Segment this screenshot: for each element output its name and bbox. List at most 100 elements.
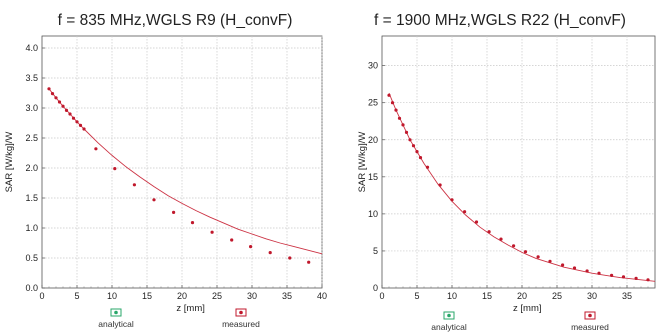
measured-point — [463, 210, 467, 214]
y-tick-label: 0.5 — [25, 253, 38, 263]
measured-point — [132, 183, 136, 187]
x-axis-label: z [mm] — [176, 303, 205, 314]
measured-point — [634, 276, 638, 280]
y-tick-label: 20 — [368, 135, 378, 145]
x-tick-label: 20 — [177, 291, 187, 301]
measured-point — [415, 150, 419, 154]
measured-point — [75, 120, 79, 124]
legend-label-measured: measured — [222, 319, 260, 329]
legend-item-measured: measured — [571, 311, 609, 332]
legend: analytical measured — [98, 308, 260, 329]
measured-point — [408, 138, 412, 142]
tick-labels: 0 5 10 15 20 25 30 35 40 0.0 0.5 1.0 1.5 2.0 2.5 3.0 3.5… — [25, 43, 327, 301]
analytical-marker — [114, 310, 118, 315]
measured-point — [523, 250, 528, 254]
x-tick-label: 10 — [107, 291, 117, 301]
analytical-curve — [48, 88, 323, 255]
measured-point — [54, 96, 58, 100]
measured-point — [499, 237, 503, 241]
measured-point — [561, 263, 565, 267]
y-tick-label: 3.0 — [25, 103, 38, 113]
analytical-marker — [447, 313, 451, 318]
measured-point — [438, 183, 442, 187]
measured-point — [78, 123, 83, 127]
y-tick-label: 2.5 — [25, 133, 38, 143]
measured-point — [387, 93, 391, 97]
y-tick-label: 15 — [368, 172, 378, 182]
measured-point — [585, 269, 589, 273]
x-tick-label: 15 — [142, 291, 152, 301]
x-tick-label: 5 — [414, 291, 419, 301]
measured-point — [152, 198, 156, 202]
x-tick-label: 0 — [39, 291, 44, 301]
y-tick-label: 0.0 — [25, 283, 38, 293]
x-tick-label: 25 — [552, 291, 562, 301]
legend-item-measured: measured — [222, 308, 260, 329]
measured-point — [548, 259, 552, 263]
measured-point — [94, 147, 98, 151]
x-tick-label: 30 — [587, 291, 597, 301]
measured-point — [646, 278, 650, 282]
x-tick-label: 10 — [447, 291, 457, 301]
y-tick-label: 25 — [368, 98, 378, 108]
x-axis-label: z [mm] — [513, 303, 542, 314]
measured-point — [190, 221, 195, 225]
measured-point — [82, 127, 86, 131]
grid — [382, 36, 655, 288]
measured-point — [249, 245, 253, 249]
x-tick-label: 0 — [379, 291, 384, 301]
y-tick-label: 3.5 — [25, 73, 38, 83]
measured-point — [64, 108, 69, 112]
measured-marker — [239, 310, 243, 315]
measured-point — [404, 130, 409, 134]
y-tick-label: 2.0 — [25, 163, 38, 173]
y-tick-label: 0 — [373, 283, 378, 293]
measured-point — [68, 112, 72, 116]
y-tick-label: 30 — [368, 61, 378, 71]
measured-point — [474, 220, 479, 224]
y-axis-label: SAR [W/kg]/W — [357, 132, 368, 193]
legend: analytical measured — [431, 311, 609, 332]
measured-point — [621, 275, 626, 279]
measured-point — [597, 271, 601, 275]
x-tick-label: 15 — [482, 291, 492, 301]
measured-point — [172, 210, 176, 214]
measured-point — [610, 273, 614, 277]
measured-point — [288, 256, 292, 260]
measured-point — [47, 87, 51, 91]
y-tick-label: 1.0 — [25, 223, 38, 233]
measured-point — [511, 244, 516, 248]
y-tick-label: 4.0 — [25, 43, 38, 53]
tick-labels: 0 5 10 15 20 25 30 35 0 5 10 15 20 25 30 — [368, 61, 656, 301]
x-tick-label: 30 — [247, 291, 257, 301]
measured-point — [230, 238, 234, 242]
measured-point — [411, 144, 416, 148]
y-tick-label: 5 — [373, 246, 378, 256]
measured-point — [397, 116, 402, 120]
y-tick-label: 10 — [368, 209, 378, 219]
legend-item-analytical: analytical — [431, 311, 467, 332]
x-tick-label: 5 — [74, 291, 79, 301]
x-tick-label: 20 — [517, 291, 527, 301]
measured-point — [536, 255, 540, 259]
measured-point — [61, 104, 65, 108]
measured-point — [487, 230, 491, 234]
series — [47, 87, 323, 264]
measured-point — [425, 165, 430, 169]
series — [387, 92, 656, 282]
legend-label-analytical: analytical — [98, 319, 134, 329]
legend-label-analytical: analytical — [431, 322, 467, 332]
x-tick-label: 25 — [212, 291, 222, 301]
chart-1900mhz: f = 1900 MHz,WGLS R22 (H_convF) 0 5 10 15 20… — [357, 12, 656, 332]
measured-point — [210, 230, 214, 234]
measured-point — [390, 101, 395, 105]
measured-point — [394, 108, 398, 112]
measured-point — [450, 198, 454, 202]
legend-item-analytical: analytical — [98, 308, 134, 329]
measured-point — [307, 260, 311, 264]
measured-marker — [588, 313, 592, 318]
measured-point — [113, 167, 117, 171]
chart-835mhz: f = 835 MHz,WGLS R9 (H_convF) 0 5 10 15 20 25… — [4, 12, 327, 329]
measured-point — [57, 100, 62, 104]
x-tick-label: 40 — [317, 291, 327, 301]
